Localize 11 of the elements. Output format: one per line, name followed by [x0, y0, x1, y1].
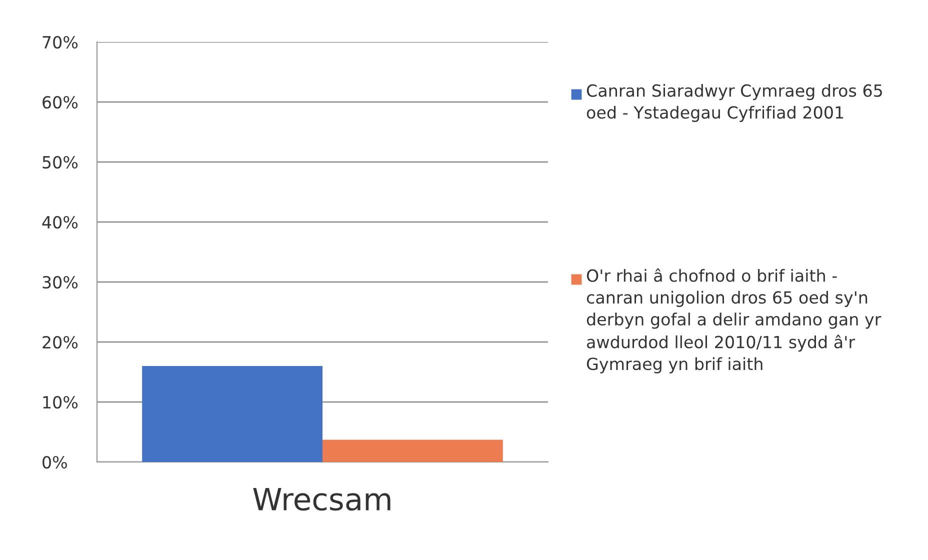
y-tick-label: 70%	[42, 36, 78, 49]
legend-label: Canran Siaradwyr Cymraeg dros 65 oed - Ystadegau Cyfrifiad 2001	[586, 84, 882, 122]
legend-label: O'r rhai â chofnod o brif iaith - canran unigolion dros 65 oed sy'n derbyn gofal a delir amdano gan yr awdurdod lleol 2010/11 sydd â'r Gymraeg yn brif iaith	[586, 268, 882, 374]
y-tick-label: 20%	[42, 336, 78, 349]
y-tick-label: 30%	[42, 276, 78, 289]
y-tick-label: 60%	[42, 96, 78, 109]
y-tick-label: 50%	[42, 156, 78, 169]
y-tick-label: 40%	[42, 216, 78, 229]
y-tick-label: 0%	[42, 456, 67, 469]
x-tick-label: Wrecsam	[253, 488, 390, 511]
y-tick-label: 10%	[43, 396, 78, 409]
